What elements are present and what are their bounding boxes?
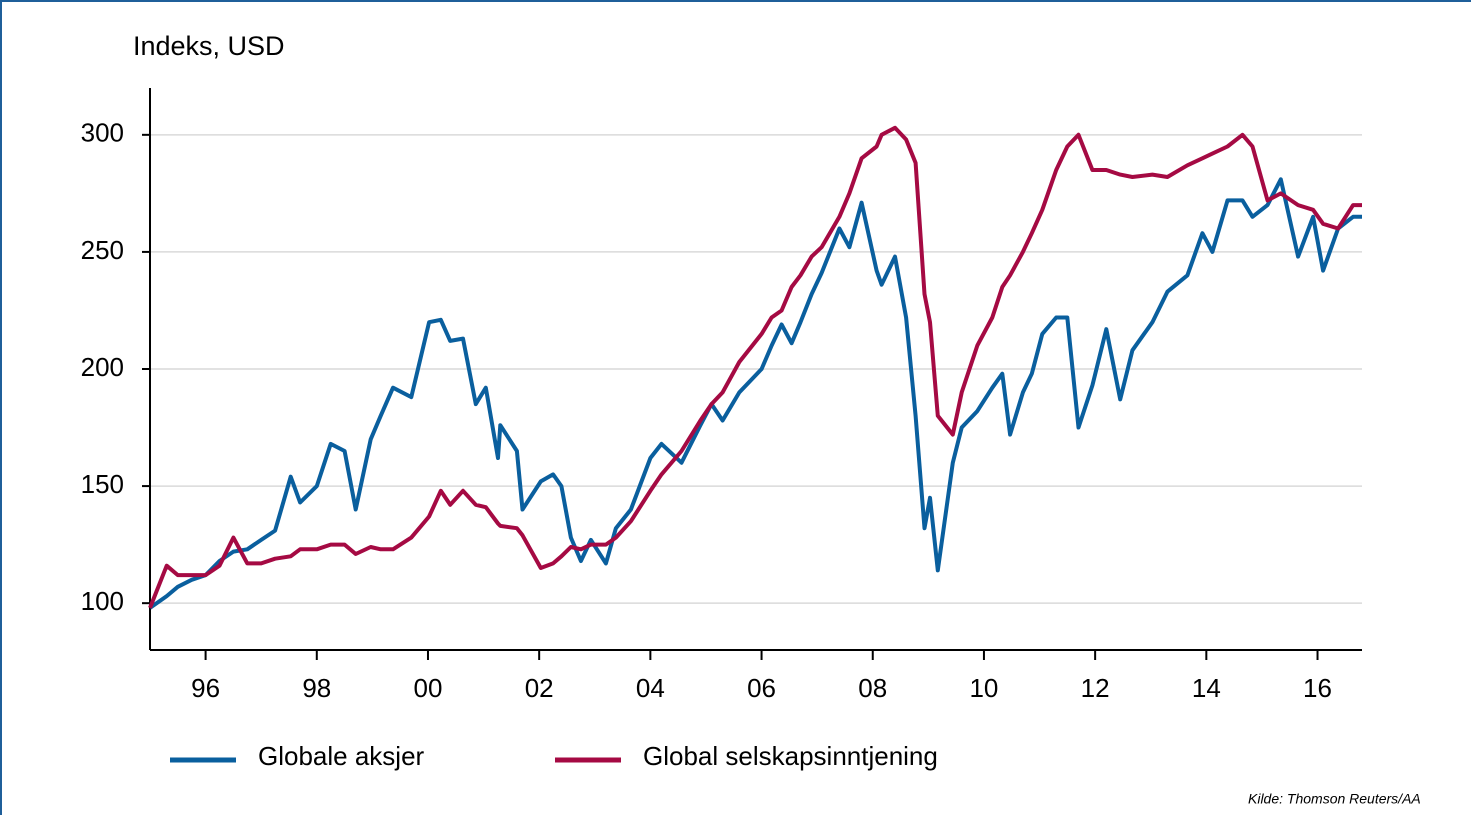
x-tick-label: 16 (1303, 673, 1332, 703)
y-tick-label: 300 (81, 118, 124, 148)
x-tick-label: 04 (636, 673, 665, 703)
legend-label: Global selskapsinntjening (643, 741, 938, 771)
x-tick-label: 10 (969, 673, 998, 703)
x-tick-label: 08 (858, 673, 887, 703)
data-line (148, 125, 1362, 609)
x-tick-label: 02 (525, 673, 554, 703)
x-tick-label: 98 (302, 673, 331, 703)
source-note: Kilde: Thomson Reuters/AA (1248, 791, 1421, 807)
x-tick-label: 14 (1192, 673, 1221, 703)
data-line (148, 177, 1362, 610)
legend-label: Globale aksjer (258, 741, 425, 771)
x-tick-label: 06 (747, 673, 776, 703)
y-tick-label: 250 (81, 235, 124, 265)
x-tick-label: 96 (191, 673, 220, 703)
y-tick-label: 200 (81, 352, 124, 382)
y-tick-label: 100 (81, 586, 124, 616)
x-tick-label: 00 (414, 673, 443, 703)
y-tick-label: 150 (81, 469, 124, 499)
x-tick-label: 12 (1081, 673, 1110, 703)
y-axis-label: Indeks, USD (133, 31, 285, 61)
